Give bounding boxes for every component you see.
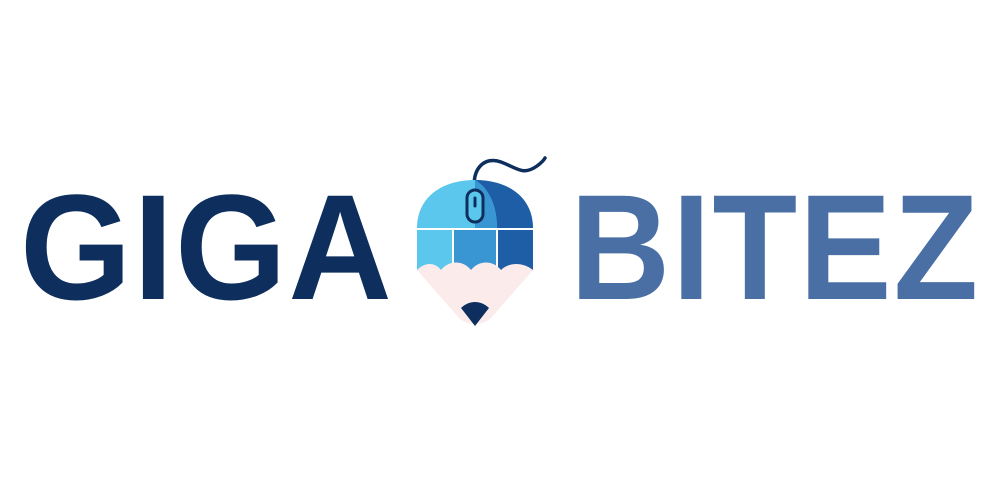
brand-word-giga: GIGA — [20, 163, 394, 331]
brand-word-bitez: BITEZ — [570, 163, 981, 331]
mouse-pencil-icon — [417, 156, 547, 326]
